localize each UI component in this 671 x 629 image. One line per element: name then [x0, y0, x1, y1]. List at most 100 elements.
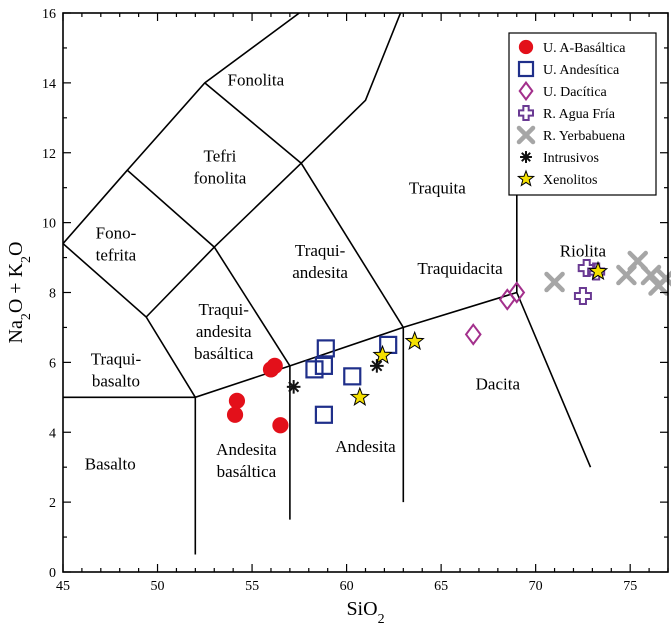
data-point — [349, 386, 370, 406]
legend-label: Intrusivos — [543, 151, 599, 166]
marker-x-bold — [655, 270, 671, 289]
field-label: Tefri fonolita — [193, 147, 246, 188]
data-point — [544, 271, 565, 293]
legend-label: Xenolitos — [543, 173, 597, 188]
y-tick-label: 10 — [42, 217, 56, 232]
series-x-bold — [544, 250, 671, 296]
field-label: Traqui-andesita — [292, 241, 348, 282]
data-point — [286, 380, 301, 394]
field-label-line: Traqui- — [295, 241, 346, 260]
marker-star — [516, 169, 536, 187]
x-tick-label: 55 — [245, 579, 259, 594]
marker-x-bold — [627, 250, 648, 272]
data-point — [370, 359, 384, 373]
field-label-line: andesita — [196, 322, 252, 341]
field-label-line: basáltica — [217, 462, 277, 481]
title-text: SiO — [346, 598, 377, 620]
legend-item: Intrusivos — [520, 151, 599, 166]
field-label-line: basáltica — [194, 344, 254, 363]
field-label: Fono-tefrita — [96, 224, 137, 265]
y-tick-label: 14 — [42, 77, 56, 92]
field-label-line: Basalto — [85, 455, 136, 474]
field-boundary — [516, 292, 592, 468]
field-label: Fonolita — [228, 70, 285, 89]
legend-label: U. Dacítica — [543, 85, 608, 100]
field-label-line: Riolita — [560, 242, 607, 261]
marker-circle-filled — [266, 357, 283, 374]
legend-label: U. Andesítica — [543, 63, 620, 78]
field-labels: Fonolita Tefri fonolita Traquita Fono-tefrit… — [85, 70, 607, 481]
x-tick-label: 50 — [151, 579, 165, 594]
data-point — [404, 330, 425, 351]
field-label: Dacita — [476, 374, 521, 393]
marker-cross-open — [518, 105, 534, 121]
field-label-line: tefrita — [96, 246, 137, 265]
field-label-line: Andesita — [216, 440, 277, 459]
marker-star — [372, 344, 393, 364]
legend-item: U. Andesítica — [517, 60, 620, 78]
legend-item: R. Agua Fría — [518, 105, 616, 122]
data-point — [343, 367, 362, 386]
marker-circle-filled — [272, 417, 289, 434]
legend-label: R. Agua Fría — [543, 107, 616, 122]
x-tick-label: 75 — [623, 579, 637, 594]
marker-star — [349, 386, 370, 406]
marker-diamond-open — [518, 80, 534, 102]
field-label-line: Traqui- — [199, 300, 250, 319]
y-tick-label: 12 — [42, 147, 56, 162]
data-point — [228, 392, 246, 409]
marker-square-open — [314, 356, 334, 375]
x-tick-label: 65 — [434, 579, 448, 594]
data-point — [577, 259, 596, 278]
field-label-line: Traquita — [409, 179, 466, 198]
field-label-line: Fonolita — [228, 70, 285, 89]
marker-circle-filled — [518, 39, 534, 55]
marker-square-open — [314, 405, 334, 424]
marker-cross-open — [573, 286, 592, 305]
series-square-open — [305, 335, 398, 424]
data-point — [305, 360, 324, 379]
title-text: Na — [5, 320, 27, 343]
marker-diamond-open — [464, 323, 482, 346]
data-point — [314, 356, 334, 375]
x-tick-label: 45 — [56, 579, 70, 594]
field-label: Andesita basáltica — [216, 440, 277, 481]
axis-ticks: 45 50 55 60 65 70 75 0 2 4 6 8 10 12 14 16 — [42, 7, 669, 594]
series-asterisk — [286, 359, 384, 394]
marker-square-open — [343, 367, 362, 386]
marker-square-open — [316, 339, 335, 358]
field-label: Traqui-andesita basáltica — [194, 300, 254, 363]
field-label: Basalto — [85, 455, 136, 474]
legend-item: R. Yerbabuena — [516, 125, 626, 145]
subscript: 2 — [19, 256, 34, 263]
field-label-line: Andesita — [335, 437, 396, 456]
y-tick-label: 16 — [42, 7, 56, 22]
marker-x-bold — [544, 271, 565, 293]
x-tick-label: 70 — [529, 579, 543, 594]
data-point — [464, 323, 482, 346]
field-label-line: basalto — [92, 371, 140, 390]
marker-asterisk — [288, 381, 300, 393]
marker-cross-open — [577, 259, 596, 278]
data-point — [266, 357, 283, 374]
marker-asterisk — [371, 360, 383, 372]
data-point — [316, 339, 335, 358]
field-label-line: Fono- — [96, 224, 137, 243]
legend-item: Xenolitos — [516, 169, 597, 188]
marker-x-bold — [516, 125, 536, 145]
marker-square-open — [517, 60, 535, 78]
y-tick-label: 2 — [49, 496, 56, 511]
field-boundary — [300, 162, 404, 328]
field-label-line: Dacita — [476, 374, 521, 393]
field-boundary — [63, 13, 300, 245]
legend-label: R. Yerbabuena — [543, 129, 626, 144]
data-point — [587, 260, 609, 281]
marker-square-open — [305, 360, 324, 379]
title-text: O — [5, 242, 27, 256]
marker-star — [587, 260, 609, 281]
marker-star — [404, 330, 425, 351]
field-label: Traquidacita — [417, 259, 503, 278]
field-label: Traqui-basalto — [91, 349, 142, 390]
field-label-line: Tefri — [204, 147, 237, 166]
